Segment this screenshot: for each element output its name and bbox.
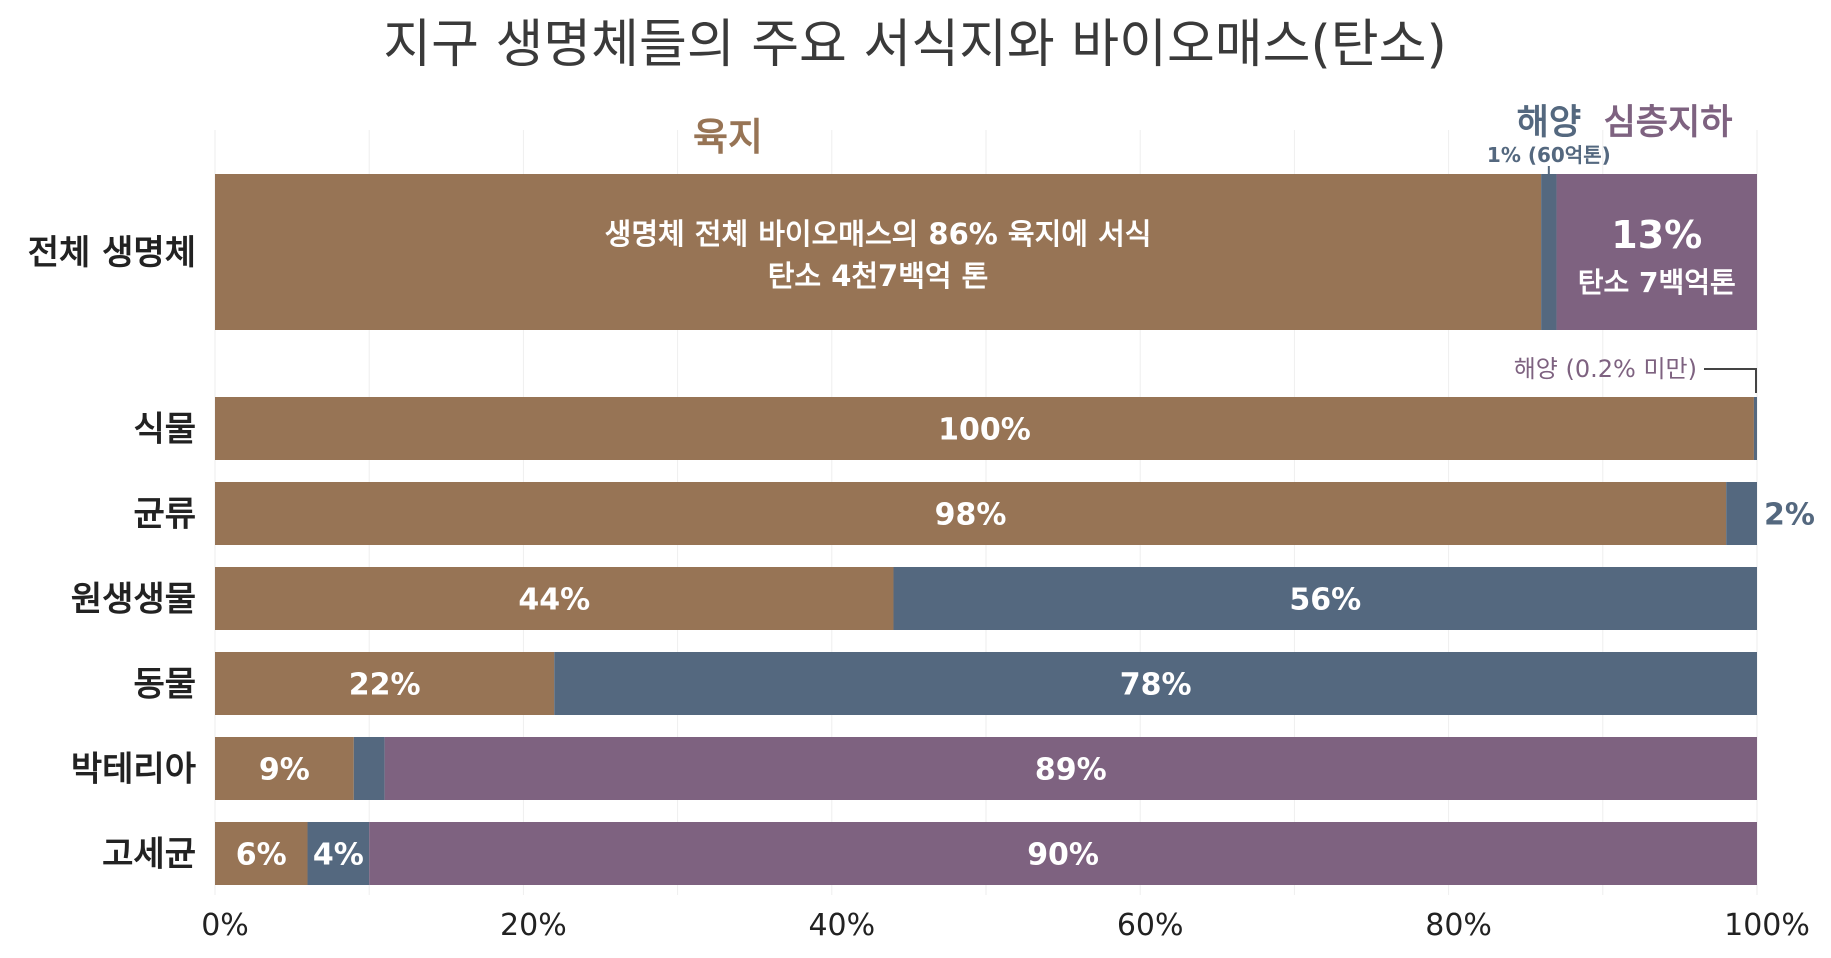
bar-고세균-심층지하 [369,822,1758,885]
bars [215,174,1758,885]
bar-박테리아-심층지하 [384,737,1757,800]
x-tick-label: 40% [808,908,875,943]
bar-식물-육지 [215,397,1754,460]
bar-label: 56% [1289,583,1361,618]
bar-label: 탄소 4천7백억 톤 [768,259,989,293]
x-tick-label: 60% [1117,908,1184,943]
bar-균류-해양 [1726,482,1757,545]
category-label: 원생생물 [71,580,196,620]
category-label: 전체 생명체 [28,233,196,273]
chart-title: 지구 생명체들의 주요 서식지와 바이오매스(탄소) [383,15,1447,75]
bar-label: 78% [1120,668,1192,703]
header-deep: 심층지하 [1604,103,1733,143]
bar-전체-생명체-육지 [215,174,1542,330]
bar-전체-생명체-심층지하 [1556,174,1757,330]
bar-원생생물-해양 [893,567,1757,630]
header-ocean-sub: 1% (60억톤) [1487,143,1611,167]
bar-식물-해양 [1753,397,1757,460]
bar-label: 생명체 전체 바이오매스의 86% 육지에 서식 [605,217,1152,251]
bar-박테리아-육지 [215,737,354,800]
annotations: 해양 (0.2% 미만) 2% [1514,355,1815,533]
x-axis-ticks: 0% 20% 40% 60% 80% 100% [201,908,1810,943]
x-tick-label: 80% [1425,908,1492,943]
category-label: 동물 [133,665,196,705]
bar-동물-육지 [215,652,555,715]
category-label: 균류 [133,495,196,535]
annotation-plant-ocean-leader [1704,368,1757,393]
annotation-fungi-ocean: 2% [1764,498,1815,533]
bar-label: 13% [1611,213,1702,257]
bar-label: 98% [935,498,1007,533]
x-tick-label: 20% [500,908,567,943]
bar-원생생물-육지 [215,567,894,630]
bar-label: 9% [259,753,310,788]
header-ocean: 해양 [1517,103,1581,143]
bar-균류-육지 [215,482,1727,545]
category-label: 식물 [133,410,196,450]
bar-label: 탄소 7백억톤 [1578,266,1736,299]
bar-label: 89% [1035,753,1107,788]
category-label: 고세균 [102,835,196,875]
bar-label: 4% [313,838,364,873]
bar-label: 100% [938,413,1031,448]
bar-동물-해양 [554,652,1757,715]
annotation-plant-ocean: 해양 (0.2% 미만) [1514,355,1697,383]
region-headers: 육지 해양1% (60억톤)심층지하 [693,103,1732,174]
bar-고세균-육지 [215,822,308,885]
bar-박테리아-해양 [353,737,385,800]
bar-전체-생명체-해양 [1541,174,1557,330]
x-tick-label: 0% [201,908,249,943]
header-land: 육지 [693,115,763,159]
x-tick-label: 100% [1724,908,1810,943]
bar-label: 22% [349,668,421,703]
bar-label: 6% [236,838,287,873]
category-label: 박테리아 [71,750,196,790]
bar-label: 44% [518,583,590,618]
bar-label: 90% [1027,838,1099,873]
bar-고세균-해양 [307,822,370,885]
